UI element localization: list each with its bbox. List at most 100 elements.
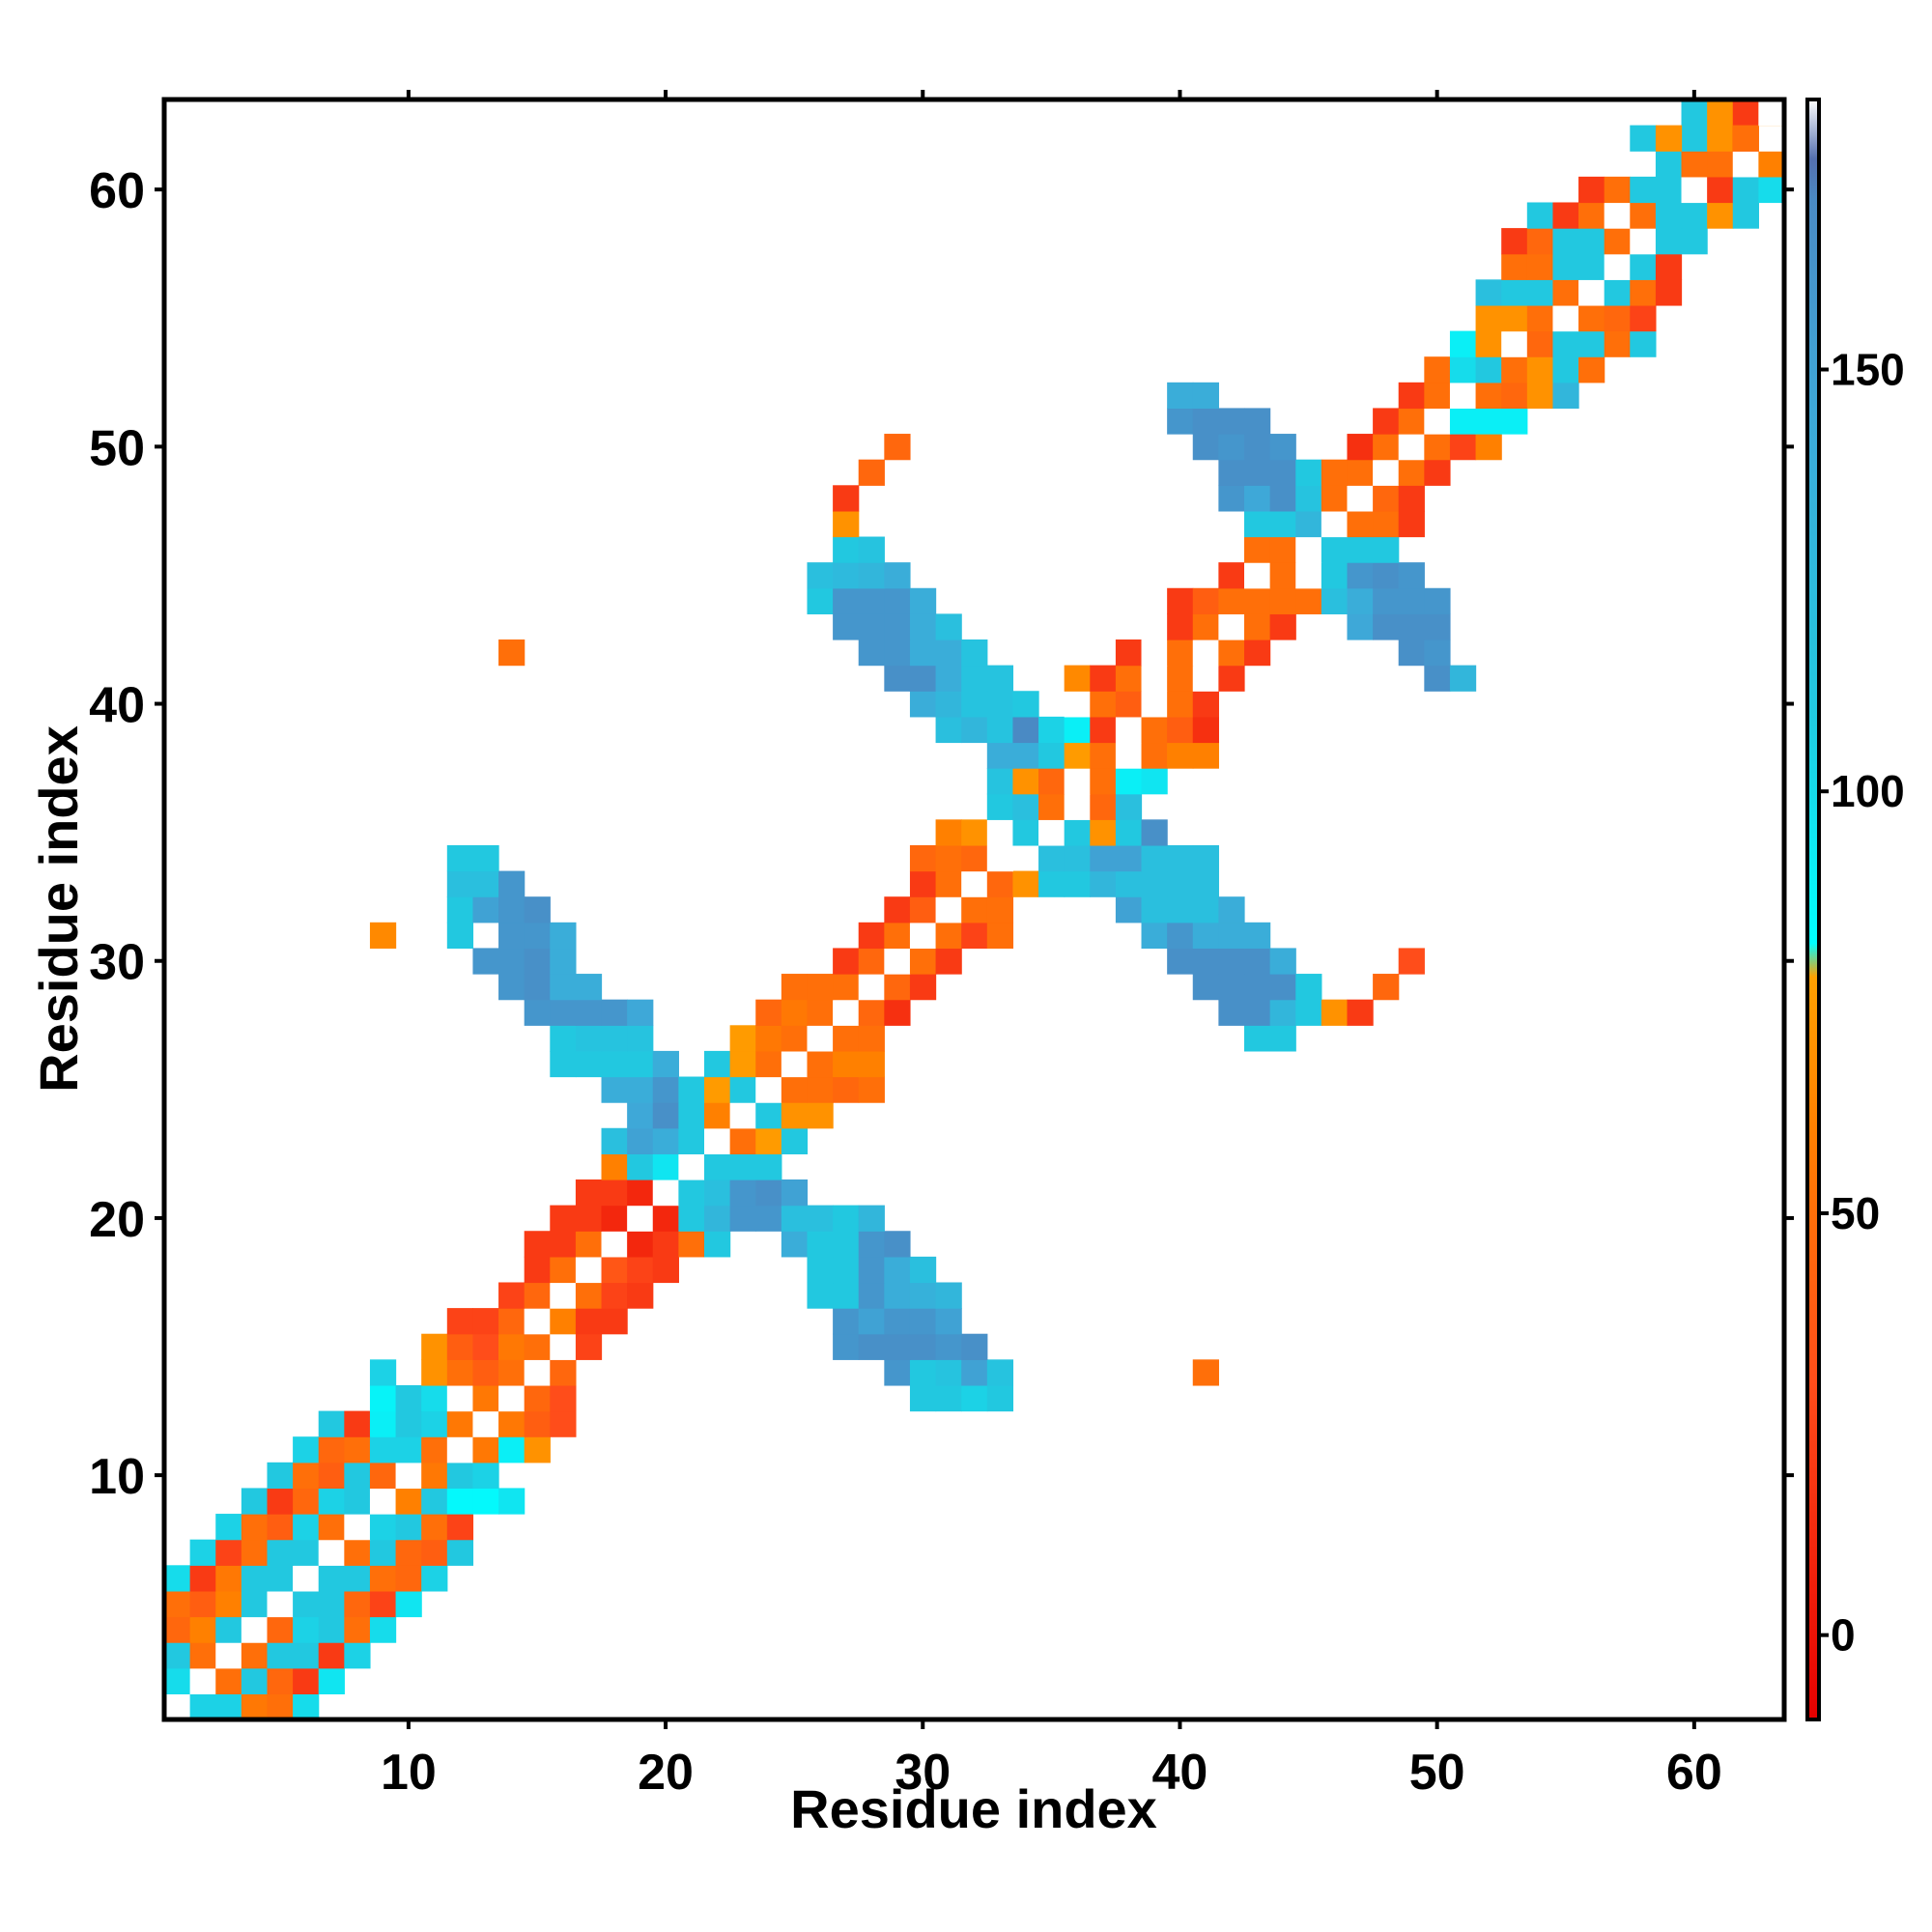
heatmap-cell bbox=[652, 1076, 679, 1103]
heatmap-cell bbox=[833, 948, 860, 975]
heatmap-cell bbox=[550, 1410, 577, 1437]
heatmap-cell bbox=[550, 1050, 577, 1078]
heatmap-cell bbox=[909, 922, 937, 950]
heatmap-cell bbox=[935, 639, 962, 667]
heatmap-cell bbox=[550, 948, 577, 975]
heatmap-cell bbox=[1373, 459, 1400, 486]
heatmap-cell bbox=[472, 1436, 499, 1463]
heatmap-cell bbox=[807, 974, 834, 1001]
heatmap-cell bbox=[1269, 510, 1296, 538]
heatmap-cell bbox=[1012, 742, 1039, 769]
heatmap-cell bbox=[1398, 587, 1425, 614]
heatmap-cell bbox=[601, 1231, 628, 1258]
heatmap-cell bbox=[1218, 562, 1245, 589]
heatmap-cell bbox=[986, 1359, 1014, 1386]
heatmap-cell bbox=[164, 1565, 191, 1592]
heatmap-cell bbox=[935, 1333, 962, 1360]
heatmap-cell bbox=[1269, 562, 1296, 589]
heatmap-cell bbox=[241, 1667, 269, 1694]
heatmap-cell bbox=[524, 1308, 551, 1335]
heatmap-cell bbox=[1501, 382, 1528, 410]
heatmap-cell bbox=[369, 1410, 397, 1437]
heatmap-cell bbox=[858, 587, 885, 614]
heatmap-cell bbox=[498, 870, 526, 897]
heatmap-cell bbox=[961, 844, 988, 872]
heatmap-cell bbox=[1244, 1025, 1271, 1052]
heatmap-cell bbox=[601, 1076, 628, 1103]
heatmap-cell bbox=[1552, 228, 1579, 255]
heatmap-cell bbox=[652, 1205, 679, 1232]
heatmap-cell bbox=[781, 974, 809, 1001]
heatmap-cell bbox=[1373, 974, 1400, 1001]
heatmap-cell bbox=[1141, 665, 1168, 692]
heatmap-cell bbox=[1526, 253, 1554, 280]
heatmap-cell bbox=[472, 1333, 499, 1360]
heatmap-cell bbox=[1064, 819, 1091, 846]
heatmap-cell bbox=[1090, 793, 1117, 820]
heatmap-cell bbox=[627, 1127, 654, 1154]
heatmap-cell bbox=[884, 1359, 911, 1386]
heatmap-cell bbox=[575, 1050, 603, 1078]
heatmap-cell bbox=[729, 1127, 756, 1154]
heatmap-cell bbox=[164, 1642, 191, 1669]
heatmap-cell bbox=[241, 1565, 269, 1592]
heatmap-cell bbox=[498, 1410, 526, 1437]
heatmap-cell bbox=[1347, 434, 1374, 461]
heatmap-cell bbox=[961, 639, 988, 667]
heatmap-cell bbox=[1115, 768, 1143, 795]
heatmap-cell bbox=[267, 1616, 294, 1643]
heatmap-cell bbox=[909, 613, 937, 640]
heatmap-cell bbox=[1707, 99, 1734, 127]
heatmap-cell bbox=[1501, 408, 1528, 435]
y-axis-title: Residue index bbox=[28, 725, 89, 1093]
heatmap-cell bbox=[498, 1359, 526, 1386]
heatmap-cell bbox=[781, 1102, 809, 1129]
heatmap-cell bbox=[1373, 613, 1400, 640]
heatmap-cell bbox=[704, 1179, 731, 1207]
heatmap-cell bbox=[1192, 639, 1219, 667]
heatmap-cell bbox=[318, 1539, 345, 1566]
heatmap-cell bbox=[318, 1642, 345, 1669]
heatmap-cell bbox=[909, 948, 937, 975]
heatmap-cell bbox=[909, 1384, 937, 1412]
heatmap-cell bbox=[961, 691, 988, 718]
heatmap-cell bbox=[344, 1642, 371, 1669]
heatmap-cell bbox=[472, 1488, 499, 1515]
heatmap-cell bbox=[1578, 228, 1605, 255]
heatmap-cell bbox=[729, 1102, 756, 1129]
heatmap-cell bbox=[1244, 922, 1271, 950]
heatmap-cell bbox=[164, 1590, 191, 1618]
heatmap-cell bbox=[1064, 844, 1091, 872]
heatmap-cell bbox=[421, 1436, 448, 1463]
heatmap-cell bbox=[909, 896, 937, 923]
heatmap-cell bbox=[446, 844, 474, 872]
x-tick-label: 30 bbox=[895, 1745, 951, 1801]
heatmap-cell bbox=[1630, 304, 1657, 332]
heatmap-cell bbox=[1475, 330, 1502, 357]
heatmap-cell bbox=[1424, 408, 1451, 435]
heatmap-cell bbox=[1141, 716, 1168, 744]
heatmap-cell bbox=[1373, 510, 1400, 538]
heatmap-cell bbox=[1707, 125, 1734, 152]
heatmap-cell bbox=[524, 1256, 551, 1284]
heatmap-cell bbox=[858, 1333, 885, 1360]
heatmap-cell bbox=[1630, 330, 1657, 357]
heatmap-cell bbox=[1501, 279, 1528, 306]
heatmap-cell bbox=[858, 639, 885, 667]
heatmap-cell bbox=[1321, 485, 1349, 512]
heatmap-cell bbox=[704, 1076, 731, 1103]
heatmap-cell bbox=[961, 819, 988, 846]
heatmap-cell bbox=[446, 922, 474, 950]
heatmap-cell bbox=[935, 948, 962, 975]
heatmap-cell bbox=[524, 948, 551, 975]
y-tick-label: 30 bbox=[89, 935, 145, 991]
heatmap-cell bbox=[1244, 459, 1271, 486]
heatmap-cell bbox=[1090, 716, 1117, 744]
heatmap-cell bbox=[1501, 253, 1528, 280]
heatmap-cell bbox=[241, 1642, 269, 1669]
heatmap-cell bbox=[446, 1462, 474, 1490]
heatmap-cell bbox=[1167, 382, 1194, 410]
heatmap-cell bbox=[601, 1050, 628, 1078]
heatmap-cell bbox=[986, 922, 1014, 950]
heatmap-cell bbox=[1269, 974, 1296, 1001]
